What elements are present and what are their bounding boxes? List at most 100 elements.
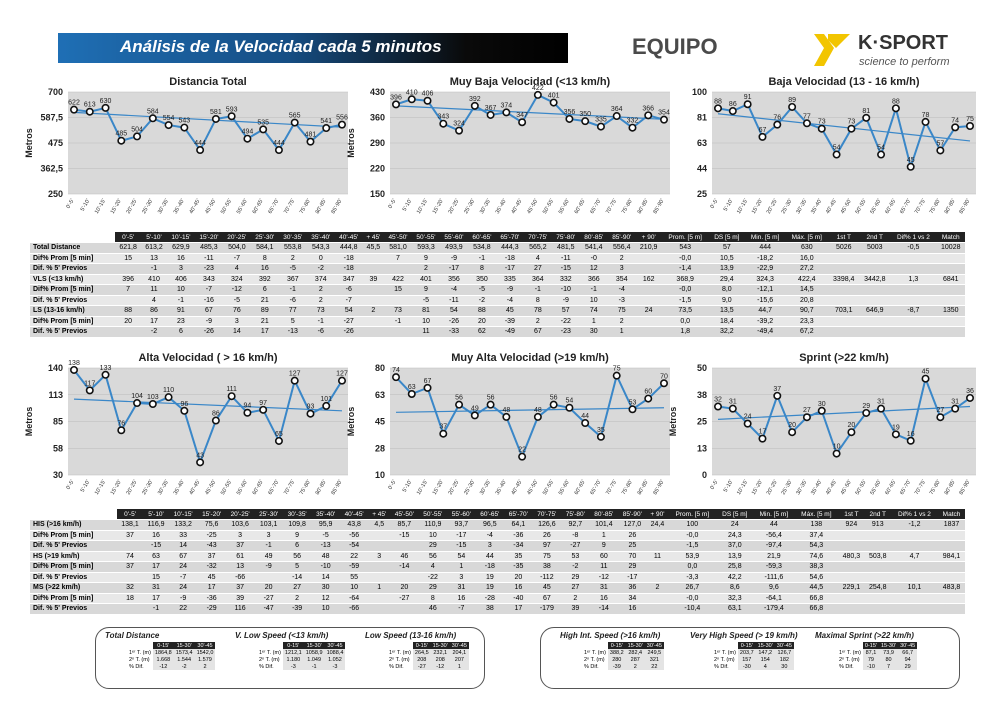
- table-cell: [890, 284, 937, 296]
- data-point: [211, 114, 220, 123]
- table-cell: [938, 593, 965, 604]
- data-point: [891, 104, 900, 113]
- table-cell: -12: [589, 572, 619, 583]
- x-tick-label: 45'-50': [526, 479, 539, 496]
- data-label: 343: [437, 114, 449, 121]
- data-point: [164, 393, 173, 402]
- table-cell: 3: [607, 263, 636, 275]
- y-tick-label: 100: [692, 87, 707, 97]
- column-header: Min. [5 m]: [744, 232, 786, 243]
- data-label: 485: [115, 131, 127, 138]
- data-label: 332: [627, 118, 639, 125]
- table-cell: -1: [143, 603, 169, 615]
- table-cell: 366: [579, 274, 608, 285]
- x-tick-label: 20'-25': [766, 479, 779, 496]
- column-header: DS [5 m]: [716, 509, 754, 520]
- table-cell: [116, 572, 144, 583]
- x-tick-label: 70'-75': [605, 198, 618, 215]
- column-header: Min. [5 m]: [753, 509, 795, 520]
- column-header: Prom. [5 m]: [661, 232, 709, 243]
- table-cell: 38: [532, 561, 562, 573]
- table-cell: 4: [222, 263, 251, 275]
- data-point: [644, 111, 653, 120]
- summary-cell: 73,9: [878, 649, 899, 656]
- column-header: Dif% 1 vs 2: [890, 509, 939, 520]
- column-header: 5'-10': [143, 509, 169, 520]
- table-cell: 54: [447, 551, 476, 562]
- row-label: Dif. % 5' Previos: [30, 603, 117, 615]
- data-label: 53: [629, 399, 637, 406]
- table-cell: 44: [475, 551, 505, 562]
- summary-row-label: 2ᵒ T. (m): [712, 656, 738, 663]
- chart-muy-alta-velocidad: Muy Alta Velocidad (>19 km/h) 80 63 45 28 10 M…: [346, 352, 670, 496]
- table-cell: 12: [311, 593, 340, 604]
- table-cell: [936, 326, 965, 338]
- table-cell: 54,6: [794, 572, 839, 583]
- column-header: 80'-85': [589, 509, 619, 520]
- x-tick-label: 75'-80': [929, 198, 942, 215]
- x-tick-label: 30'-35': [157, 198, 170, 215]
- table-cell: 29: [418, 582, 448, 594]
- table-cell: 1,8: [661, 326, 709, 338]
- data-point: [423, 383, 432, 392]
- x-tick-label: 80'-85': [944, 479, 957, 496]
- table-cell: 61: [225, 551, 255, 562]
- data-point: [455, 126, 464, 135]
- table-cell: 3: [368, 551, 391, 562]
- x-tick-label: 50'-55': [542, 479, 555, 496]
- table-cell: 46: [390, 551, 419, 562]
- table-cell: 1,3: [890, 274, 937, 285]
- data-point: [290, 118, 299, 127]
- table-cell: 116: [225, 603, 255, 615]
- table-cell: [938, 603, 965, 615]
- table-cell: -36: [197, 593, 226, 604]
- data-label: 565: [289, 113, 301, 120]
- table-cell: -39,2: [744, 316, 786, 327]
- y-tick-label: 25: [697, 189, 707, 199]
- y-tick-label: 50: [697, 363, 707, 373]
- team-label: EQUIPO: [632, 34, 718, 59]
- table-cell: 2: [282, 593, 312, 604]
- table-cell: -22,9: [744, 263, 786, 275]
- table-cell: 444,3: [495, 242, 524, 254]
- table-cell: 2: [306, 284, 335, 296]
- column-header: 55'-60': [447, 509, 476, 520]
- data-point: [788, 428, 797, 437]
- x-tick-label: 75'-80': [621, 198, 634, 215]
- table-cell: 7: [115, 284, 142, 296]
- table-cell: -18: [495, 253, 524, 264]
- table-row: Dif% Prom [5 min] 37 17 24 -32 13 -9 5 -10 -59 -14…: [30, 561, 965, 573]
- table-cell: -29: [197, 603, 226, 615]
- table-cell: -56: [339, 530, 369, 541]
- table-cell: -0: [579, 253, 608, 264]
- x-tick-label: 5'-10': [80, 198, 92, 212]
- table-cell: 4: [523, 253, 552, 264]
- data-point: [596, 122, 605, 131]
- table-cell: -39: [495, 316, 524, 327]
- table-cell: [890, 263, 937, 275]
- summary-cell: 321: [644, 656, 664, 663]
- row-label: Dif. % 5' Previos: [30, 572, 117, 583]
- summary-cell: 182: [774, 656, 794, 663]
- data-point: [644, 394, 653, 403]
- data-label: 77: [803, 113, 811, 120]
- data-label: 56: [487, 395, 495, 402]
- data-label: 54: [877, 145, 885, 152]
- summary-cell: -1: [303, 663, 325, 670]
- title-banner: [58, 33, 568, 63]
- x-tick-label: 25'-30': [463, 198, 476, 215]
- table-cell: -1,2: [890, 519, 939, 531]
- chart-alta-velocidad: Alta Velocidad ( > 16 km/h) 140 113 85 58 30 M…: [24, 352, 348, 496]
- table-cell: 621,8: [115, 242, 142, 254]
- table-cell: 541,4: [579, 242, 608, 254]
- row-label: Dif% Prom [5 min]: [30, 561, 117, 573]
- table-cell: -10: [551, 284, 580, 296]
- table-cell: 46: [418, 603, 448, 615]
- table-cell: 483,8: [938, 582, 965, 594]
- column-header: 50'-55': [418, 509, 448, 520]
- x-tick-label: 65'-70': [589, 198, 602, 215]
- table-cell: [890, 316, 937, 327]
- column-header: 15'-20': [197, 509, 226, 520]
- table-cell: 374: [306, 274, 335, 285]
- table-cell: 19: [475, 572, 505, 583]
